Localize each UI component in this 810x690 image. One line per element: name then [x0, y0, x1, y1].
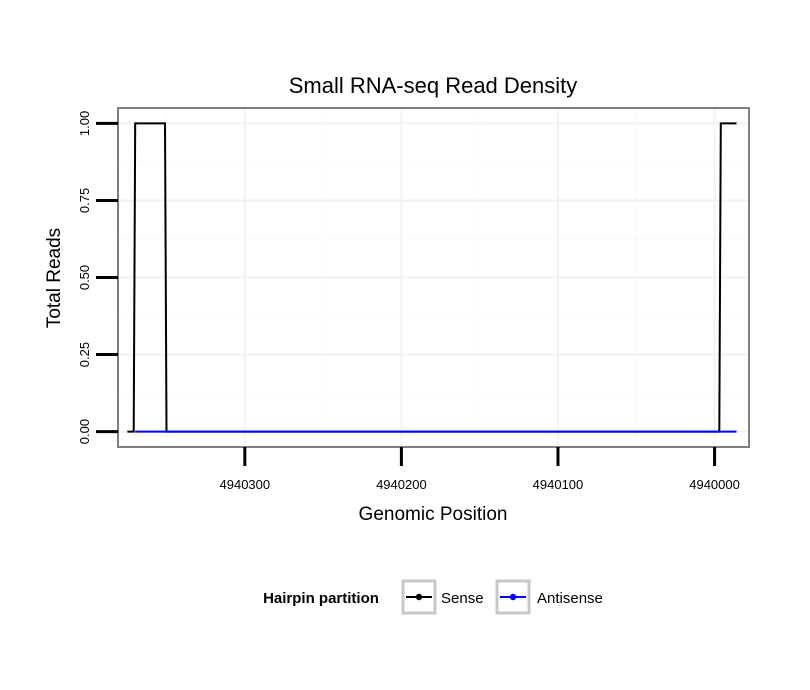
y-axis-title: Total Reads [44, 228, 65, 328]
legend-title: Hairpin partition [263, 590, 379, 607]
y-tick-label: 0.50 [77, 265, 92, 290]
x-tick-label: 4940000 [689, 477, 740, 492]
x-tick-label: 4940200 [376, 477, 427, 492]
legend-label-antisense: Antisense [537, 590, 603, 607]
legend-label-sense: Sense [441, 590, 484, 607]
x-tick-label: 4940100 [533, 477, 584, 492]
x-axis-title: Genomic Position [359, 504, 508, 525]
legend-key-sense-dot [415, 593, 423, 601]
legend-key-antisense-dot [509, 593, 517, 601]
x-axis: 4940300 4940200 4940100 4940000 [220, 447, 740, 492]
y-tick-label: 0.25 [77, 342, 92, 367]
series-line-sense [127, 122, 737, 433]
x-tick-label: 4940300 [220, 477, 271, 492]
series-lines [127, 122, 737, 433]
y-tick-label: 0.75 [77, 188, 92, 213]
chart-title: Small RNA-seq Read Density [289, 73, 578, 98]
grid-lines [118, 108, 749, 447]
legend: Hairpin partition Sense Antisense [263, 579, 603, 615]
y-axis: 0.00 0.25 0.50 0.75 1.00 [77, 111, 118, 444]
y-tick-label: 1.00 [77, 111, 92, 136]
y-tick-label: 0.00 [77, 419, 92, 444]
